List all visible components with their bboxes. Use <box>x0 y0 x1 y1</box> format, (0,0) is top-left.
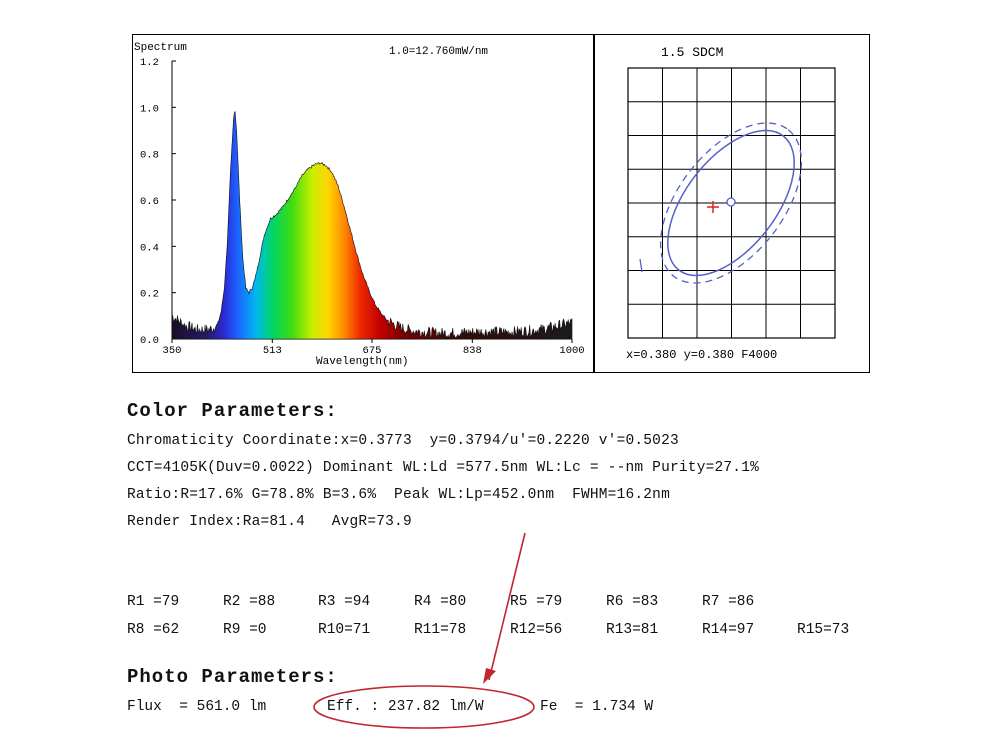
spectrum-x-tick-label: 838 <box>463 345 482 357</box>
spectrum-x-tick-label: 350 <box>163 345 182 357</box>
efficacy-value: Eff. : 237.82 lm/W <box>327 699 484 715</box>
spectrum-scale-note: 1.0=12.760mW/nm <box>389 46 488 58</box>
spectrum-chart: Spectrum 1.0=12.760mW/nm 0.0 0.2 0.4 0.6 0.8… <box>134 42 585 368</box>
render-value-row2-1: R8 =62 <box>127 622 180 638</box>
sdcm-readout: x=0.380 y=0.380 F4000 <box>626 348 777 362</box>
render-value-row2-7: R14=97 <box>702 622 755 638</box>
render-value-row2-4: R11=78 <box>414 622 467 638</box>
render-index-line: Render Index:Ra=81.4 AvgR=73.9 <box>127 514 412 530</box>
flux-value: Flux = 561.0 lm <box>127 699 267 715</box>
target-point-circle <box>726 197 736 207</box>
photo-parameters-heading: Photo Parameters: <box>127 666 338 688</box>
spectrum-y-tick-label: 0.8 <box>140 150 159 162</box>
render-value-row2-6: R13=81 <box>606 622 659 638</box>
render-value-row2-2: R9 =0 <box>223 622 267 638</box>
render-value-row1-2: R2 =88 <box>223 594 276 610</box>
spectrum-y-tick-label: 1.2 <box>140 57 159 69</box>
render-value-row2-3: R10=71 <box>318 622 371 638</box>
render-value-row2-5: R12=56 <box>510 622 563 638</box>
render-value-row1-3: R3 =94 <box>318 594 371 610</box>
render-value-row1-6: R6 =83 <box>606 594 659 610</box>
sdcm-grid <box>627 67 836 339</box>
spectrum-y-tick-label: 0.4 <box>140 242 159 254</box>
render-value-row1-7: R7 =86 <box>702 594 755 610</box>
sdcm-outer-ellipse <box>659 122 803 284</box>
panel-divider <box>593 34 595 373</box>
sdcm-tick-mark <box>639 258 643 273</box>
spectrum-y-tick-label: 0.2 <box>140 289 159 301</box>
ratio-line: Ratio:R=17.6% G=78.8% B=3.6% Peak WL:Lp=… <box>127 487 670 503</box>
spectrum-x-tick-label: 1000 <box>559 345 584 357</box>
spectrum-y-tick-label: 0.6 <box>140 196 159 208</box>
spectrum-title: Spectrum <box>134 42 187 54</box>
color-parameters-heading: Color Parameters: <box>127 400 338 422</box>
sdcm-chart: 1.5 SDCM x=0.380 y=0.380 F4000 <box>626 45 836 362</box>
spectrum-axes: 0.0 0.2 0.4 0.6 0.8 1.0 1.2 350 513 675 838 1000 <box>140 57 585 357</box>
spectrum-x-axis-label: Wavelength(nm) <box>316 356 408 368</box>
sdcm-title: 1.5 SDCM <box>661 45 723 60</box>
render-value-row1-1: R1 =79 <box>127 594 180 610</box>
chromaticity-line: Chromaticity Coordinate:x=0.3773 y=0.379… <box>127 433 679 449</box>
fe-value: Fe = 1.734 W <box>540 699 654 715</box>
cct-line: CCT=4105K(Duv=0.0022) Dominant WL:Ld =57… <box>127 460 760 476</box>
annotation-arrow-head <box>483 668 496 684</box>
spectrum-y-tick-label: 1.0 <box>140 103 159 115</box>
spectrum-y-tick-label: 0.0 <box>140 335 159 347</box>
sdcm-inner-ellipse <box>667 129 795 277</box>
render-value-row1-5: R5 =79 <box>510 594 563 610</box>
render-value-row2-8: R15=73 <box>797 622 850 638</box>
spectrum-curve <box>171 110 573 340</box>
spectrum-x-tick-label: 513 <box>263 345 282 357</box>
spectrum-x-tick-label: 675 <box>363 345 382 357</box>
render-value-row1-4: R4 =80 <box>414 594 467 610</box>
